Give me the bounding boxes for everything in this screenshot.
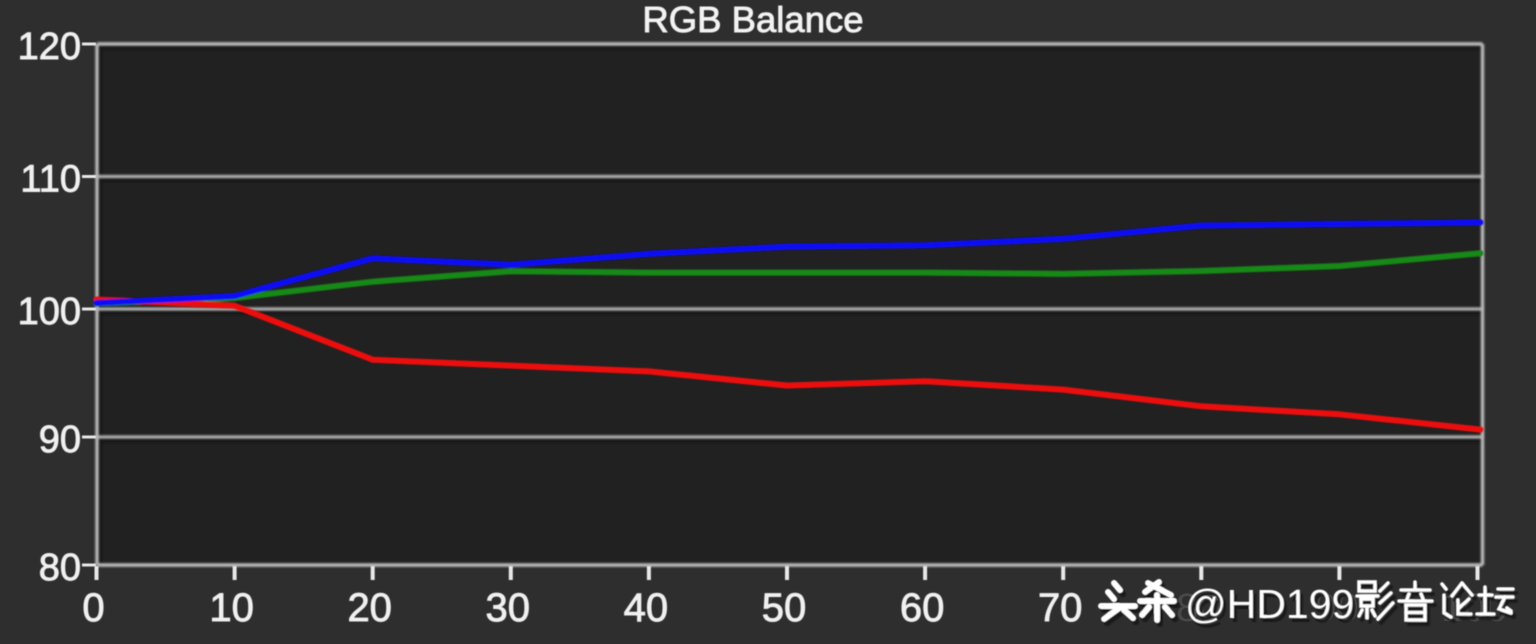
svg-text:40: 40 — [624, 586, 669, 630]
svg-text:@HD199: @HD199 — [1185, 581, 1354, 627]
svg-text:90: 90 — [1314, 586, 1359, 630]
svg-text:120: 120 — [18, 26, 81, 68]
svg-text:90: 90 — [39, 419, 81, 461]
svg-text:100: 100 — [18, 291, 81, 333]
svg-text:20: 20 — [347, 586, 392, 630]
svg-text:0: 0 — [82, 586, 104, 630]
svg-text:50: 50 — [762, 586, 807, 630]
svg-text:@HD199: @HD199 — [1188, 585, 1357, 631]
svg-text:80: 80 — [1176, 586, 1221, 630]
svg-text:30: 30 — [486, 586, 531, 630]
svg-text:70: 70 — [1038, 586, 1083, 630]
svg-text:60: 60 — [900, 586, 945, 630]
svg-text:80: 80 — [39, 547, 81, 589]
svg-text:RGB Balance: RGB Balance — [642, 0, 863, 40]
svg-text:10: 10 — [209, 586, 254, 630]
svg-text:110: 110 — [20, 159, 81, 201]
